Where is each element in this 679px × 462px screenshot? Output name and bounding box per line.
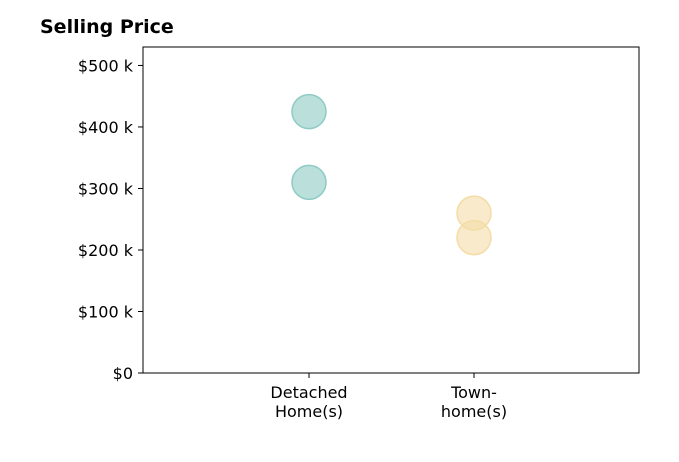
y-tick-label: $400 k xyxy=(78,118,134,137)
plot-frame xyxy=(142,46,640,374)
y-tick-label: $500 k xyxy=(78,56,134,75)
y-tick-label: $0 xyxy=(113,364,133,383)
data-point xyxy=(291,164,327,201)
x-tick-label: Detached Home(s) xyxy=(270,383,347,421)
y-tick-label: $100 k xyxy=(78,302,134,321)
data-point xyxy=(291,93,327,130)
chart-title: Selling Price xyxy=(40,16,174,38)
data-point xyxy=(456,219,492,256)
y-tick-label: $300 k xyxy=(78,179,134,198)
x-tick-label: Town-home(s) xyxy=(441,383,507,421)
y-tick-label: $200 k xyxy=(78,241,134,260)
